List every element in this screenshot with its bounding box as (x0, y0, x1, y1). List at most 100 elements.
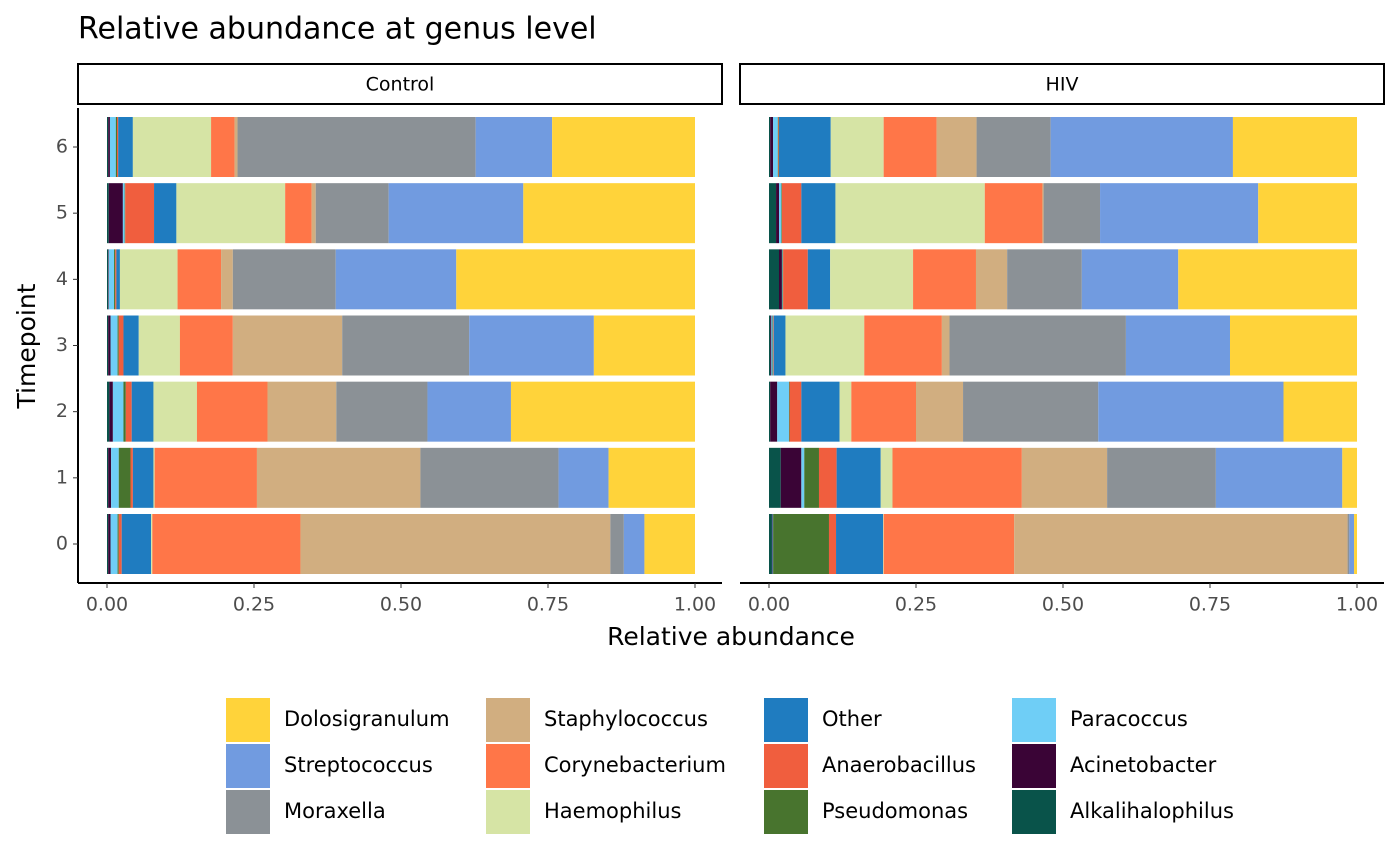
bar-segment (1098, 381, 1284, 442)
bar-segment (828, 514, 837, 574)
bar-segment (1229, 315, 1357, 376)
bar-segment (778, 249, 782, 310)
x-tick-label: 0.25 (233, 594, 275, 616)
bar-segment (300, 514, 611, 574)
bar-segment (558, 447, 609, 508)
bar-segment (107, 117, 109, 177)
legend-key (486, 790, 530, 834)
bar-segment (124, 183, 126, 244)
legend-key (1012, 790, 1056, 834)
bar-segment (773, 514, 829, 574)
bar-segment (131, 381, 154, 442)
legend-label: Streptococcus (284, 753, 433, 777)
bar-segment (311, 183, 316, 244)
x-tick-label: 0.25 (895, 594, 937, 616)
bar-segment (782, 249, 784, 310)
bar-segment (1232, 117, 1357, 177)
bar-segment (770, 315, 772, 376)
bar-segment (1007, 249, 1082, 310)
bar-segment (117, 315, 119, 376)
bar-segment (777, 117, 779, 177)
bar-segment (420, 447, 559, 508)
bar-segment (623, 514, 645, 574)
bar-segment (232, 249, 336, 310)
bar-segment (807, 249, 831, 310)
bar-segment (469, 315, 594, 376)
legend-label: Alkalihalophilus (1070, 799, 1234, 823)
bar-segment (110, 514, 118, 574)
bar-segment (975, 249, 1008, 310)
bar-segment (892, 447, 1022, 508)
bar-segment (130, 447, 133, 508)
legend-key (764, 790, 808, 834)
bar-segment (916, 381, 964, 442)
bar-segment (177, 249, 222, 310)
bar-segment (176, 183, 286, 244)
bar-segment (121, 514, 152, 574)
y-axis-label: Timepoint (12, 283, 41, 409)
y-tick-label: 1 (56, 466, 68, 488)
y-tick-label: 3 (56, 334, 68, 356)
legend-key (226, 744, 270, 788)
bar-segment (1042, 183, 1044, 244)
bar-segment (153, 381, 197, 442)
bar-segment (153, 447, 155, 508)
bar-segment (196, 381, 268, 442)
bar-segment (818, 447, 837, 508)
bar-segment (118, 514, 122, 574)
bar-segment (984, 183, 1043, 244)
bar-segment (256, 447, 421, 508)
bar-segment (267, 381, 337, 442)
bar-segment (154, 447, 257, 508)
x-tick-label: 0.75 (1189, 594, 1231, 616)
bar-segment (154, 183, 177, 244)
bar-segment (123, 315, 139, 376)
x-axis-label: Relative abundance (607, 622, 855, 651)
bar-segment (107, 183, 109, 244)
legend-label: Haemophilus (544, 799, 681, 823)
bar-segment (770, 381, 778, 442)
bar-segment (883, 514, 1015, 574)
bar-segment (976, 117, 1051, 177)
bar-segment (1050, 117, 1233, 177)
bar-segment (237, 117, 476, 177)
bar-segment (1081, 249, 1179, 310)
bar-segment (1354, 514, 1357, 574)
bar-segment (1342, 447, 1357, 508)
bar-segment (1349, 514, 1355, 574)
bar-segment (285, 183, 312, 244)
facet-label: HIV (1046, 74, 1079, 96)
x-tick-label: 0.00 (748, 594, 790, 616)
bar-segment (523, 183, 695, 244)
bar-segment (883, 514, 884, 574)
bar-segment (552, 117, 695, 177)
bar-segment (1215, 447, 1343, 508)
bar-segment (781, 183, 802, 244)
bar-segment (108, 447, 112, 508)
bar-segment (769, 249, 779, 310)
bar-segment (780, 447, 802, 508)
bar-segment (179, 315, 233, 376)
legend-label: Moraxella (284, 799, 386, 823)
bar-segment (108, 315, 111, 376)
bar-segment (801, 447, 805, 508)
bar-segment (1125, 315, 1230, 376)
bar-segment (880, 447, 893, 508)
bar-segment (771, 315, 773, 376)
bar-segment (777, 381, 789, 442)
bar-segment (1021, 447, 1108, 508)
bar-segment (1100, 183, 1259, 244)
y-tick-label: 5 (56, 202, 68, 224)
bar-segment (1258, 183, 1357, 244)
bar-segment (114, 249, 116, 310)
chart-title: Relative abundance at genus level (78, 12, 597, 47)
bar-segment (118, 447, 131, 508)
bar-segment (778, 117, 831, 177)
bar-segment (110, 315, 118, 376)
bar-segment (232, 315, 343, 376)
bar-segment (118, 117, 133, 177)
legend-label: Pseudomonas (822, 799, 968, 823)
bar-segment (772, 315, 774, 376)
bar-segment (773, 117, 778, 177)
